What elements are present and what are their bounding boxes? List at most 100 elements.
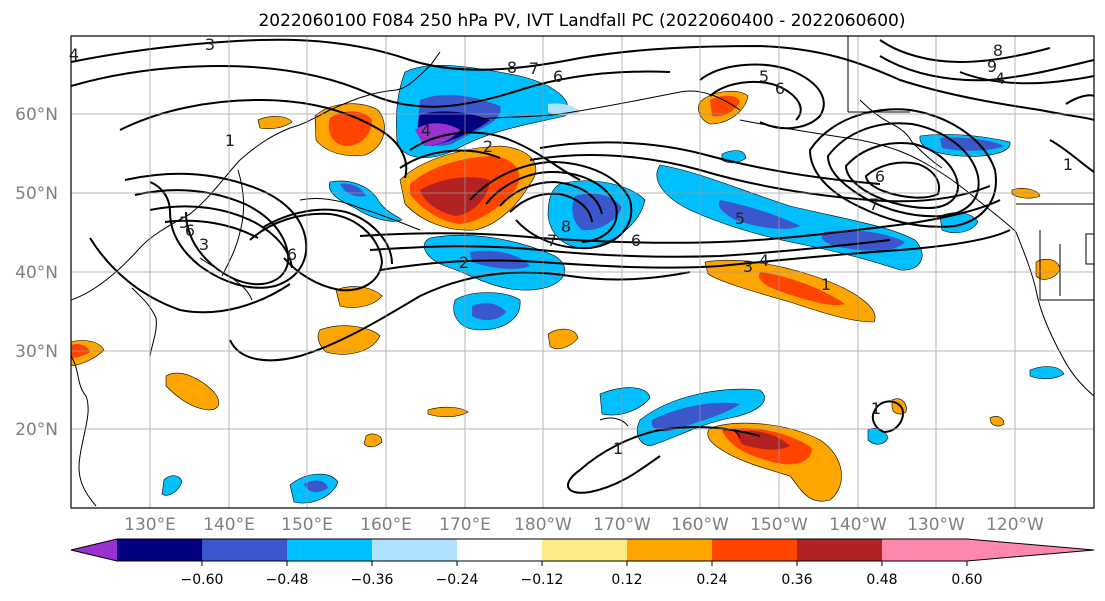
contour-label: 1 <box>225 131 235 150</box>
pv-contour <box>149 205 293 269</box>
colorbar-tick-label: 0.12 <box>611 572 642 588</box>
pv-contour <box>509 192 593 223</box>
contour-label: 6 <box>287 245 297 264</box>
positive-anomaly-region <box>165 372 220 411</box>
lon-label: 170°W <box>593 515 651 535</box>
lon-label: 160°W <box>671 515 729 535</box>
positive-anomaly-region <box>335 286 383 308</box>
lon-label: 130°W <box>907 515 965 535</box>
contour-label: 8 <box>561 217 571 236</box>
pv-contour <box>567 455 661 494</box>
contour-label: 1 <box>821 275 831 294</box>
lat-label: 20°N <box>15 420 58 440</box>
contour-label: 6 <box>553 67 563 86</box>
pv-contour <box>164 219 259 239</box>
colorbar-extension-low <box>71 539 117 561</box>
pv-contour <box>539 141 881 185</box>
lat-label: 50°N <box>15 184 58 204</box>
contour-label: 6 <box>775 79 785 98</box>
positive-anomaly-region <box>759 272 845 306</box>
colorbar-segment <box>797 539 882 561</box>
contour-label: 4 <box>69 45 79 64</box>
map-panel: 3 4 8 7 6 5 6 8 9 4 1 4 2 5 6 7 8 7 6 5 … <box>69 35 1095 509</box>
positive-anomaly-region <box>420 177 490 216</box>
negative-anomaly-region <box>718 200 800 229</box>
coastline <box>299 197 421 231</box>
contour-label: 8 <box>507 58 517 77</box>
pv-contour <box>709 80 802 121</box>
colorbar: −0.60 −0.48 −0.36 −0.24 −0.12 0.12 0.24 … <box>70 538 1095 588</box>
positive-anomaly-region <box>735 430 790 450</box>
lon-label: 150°E <box>281 515 333 535</box>
colorbar-segment <box>202 539 287 561</box>
colorbar-extension-high <box>967 539 1094 561</box>
negative-anomaly-region <box>304 480 328 493</box>
pv-contour <box>229 271 691 362</box>
negative-anomaly-region <box>1029 366 1065 380</box>
pv-contour <box>359 199 1001 244</box>
contour-label: 7 <box>869 195 879 214</box>
colorbar-outline <box>70 538 1095 562</box>
contour-label: 4 <box>995 69 1005 88</box>
pv-contour <box>579 426 761 471</box>
positive-anomaly-region <box>363 433 383 448</box>
pv-contour <box>399 149 501 169</box>
coastline <box>599 417 629 427</box>
positive-anomaly-region <box>427 406 469 418</box>
pv-contour <box>699 63 825 130</box>
positive-anomaly-region <box>710 95 740 117</box>
pv-contour <box>409 131 581 181</box>
negative-anomaly-region <box>472 303 506 321</box>
colorbar-tick-label: 0.24 <box>696 572 727 588</box>
contour-label: 1 <box>613 439 623 458</box>
pv-contour <box>379 229 1011 271</box>
colorbar-segment <box>882 539 967 561</box>
latitude-labels: 60°N 50°N 40°N 30°N 20°N <box>15 105 58 440</box>
colorbar-tick-label: −0.12 <box>521 572 564 588</box>
contour-label: 6 <box>875 167 885 186</box>
lon-label: 140°W <box>829 515 887 535</box>
contour-label: 2 <box>459 253 469 272</box>
contour-label-layer: 3 4 8 7 6 5 6 8 9 4 1 4 2 5 6 7 8 7 6 5 … <box>69 35 1073 458</box>
pv-contour <box>249 212 384 292</box>
shading-layer <box>71 65 1065 504</box>
coastline <box>71 355 97 507</box>
pv-contour <box>864 161 940 199</box>
pv-contour <box>119 98 408 179</box>
colorbar-ticks <box>201 561 968 566</box>
coastline <box>739 119 1017 233</box>
colorbar-segment <box>372 539 457 561</box>
contour-label: 6 <box>631 231 641 250</box>
lat-label: 60°N <box>15 105 58 125</box>
negative-anomaly-region <box>651 402 740 432</box>
pv-contour <box>808 108 997 228</box>
contour-label: 5 <box>759 67 769 86</box>
contour-label: 7 <box>547 231 557 250</box>
colorbar-tick-label: 0.36 <box>781 572 812 588</box>
colorbar-tick-label: 0.48 <box>866 572 897 588</box>
pv-contour <box>1049 139 1094 173</box>
contour-label: 4 <box>421 121 431 140</box>
lon-label: 150°W <box>750 515 808 535</box>
positive-anomaly-region <box>257 116 293 130</box>
pv-contour <box>71 38 1094 121</box>
contour-label: 9 <box>987 57 997 76</box>
contour-label: 2 <box>483 137 493 156</box>
lat-label: 40°N <box>15 263 58 283</box>
lon-label: 130°E <box>124 515 176 535</box>
contour-label: 3 <box>205 35 215 54</box>
negative-anomaly-region <box>161 475 183 496</box>
colorbar-segment <box>627 539 712 561</box>
pv-contour <box>879 39 1051 64</box>
contour-label: 3 <box>199 235 209 254</box>
colorbar-segment <box>712 539 797 561</box>
figure-title: 2022060100 F084 250 hPa PV, IVT Landfall… <box>258 11 905 31</box>
contour-label: 4 <box>759 251 769 270</box>
colorbar-segment <box>457 539 542 561</box>
colorbar-tick-label: −0.60 <box>181 572 224 588</box>
colorbar-tick-label: 0.60 <box>951 572 982 588</box>
longitude-labels: 130°E 140°E 150°E 160°E 170°E 180°W 170°… <box>124 515 1044 535</box>
negative-anomaly-region <box>572 193 622 231</box>
lon-label: 180°W <box>514 515 572 535</box>
